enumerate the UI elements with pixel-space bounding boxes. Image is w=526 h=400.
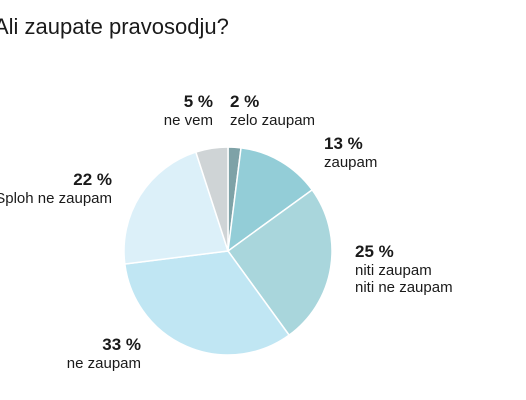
pie-slice-1 (227, 146, 314, 253)
slice-label-zaupam: 13 % zaupam (324, 134, 377, 171)
slice-value: 33 % (102, 335, 141, 354)
pie-slice-4 (123, 151, 229, 265)
pie-slice-5 (194, 146, 229, 252)
slice-value: 2 % (230, 92, 260, 111)
slice-name: ne vem (163, 112, 213, 129)
pie-slice-3 (123, 250, 291, 356)
slice-value: 22 % (73, 170, 112, 189)
slice-name: Sploh ne zaupam (0, 190, 112, 207)
slice-name: zelo zaupam (230, 112, 316, 129)
slice-name: niti zaupam (355, 262, 432, 279)
slice-label-niti-zaupam: 25 % niti zaupam niti ne zaupam (355, 242, 453, 296)
slice-label-ne-vem: 5 % ne vem (164, 92, 213, 129)
slice-name: niti ne zaupam (355, 279, 453, 296)
slice-name: ne zaupam (66, 355, 141, 372)
chart-title: Ali zaupate pravosodju? (0, 14, 229, 39)
slice-label-zelo-zaupam: 2 % zelo zaupam (230, 92, 315, 129)
slice-value: 13 % (324, 134, 363, 153)
pie-slice-2 (226, 188, 333, 337)
slice-value: 5 % (183, 92, 213, 111)
slice-name: zaupam (324, 154, 378, 171)
slice-label-ne-zaupam: 33 % ne zaupam (67, 335, 141, 372)
slice-label-sploh-ne-zaupam: 22 % Sploh ne zaupam (0, 170, 112, 207)
slice-value: 25 % (355, 242, 394, 261)
